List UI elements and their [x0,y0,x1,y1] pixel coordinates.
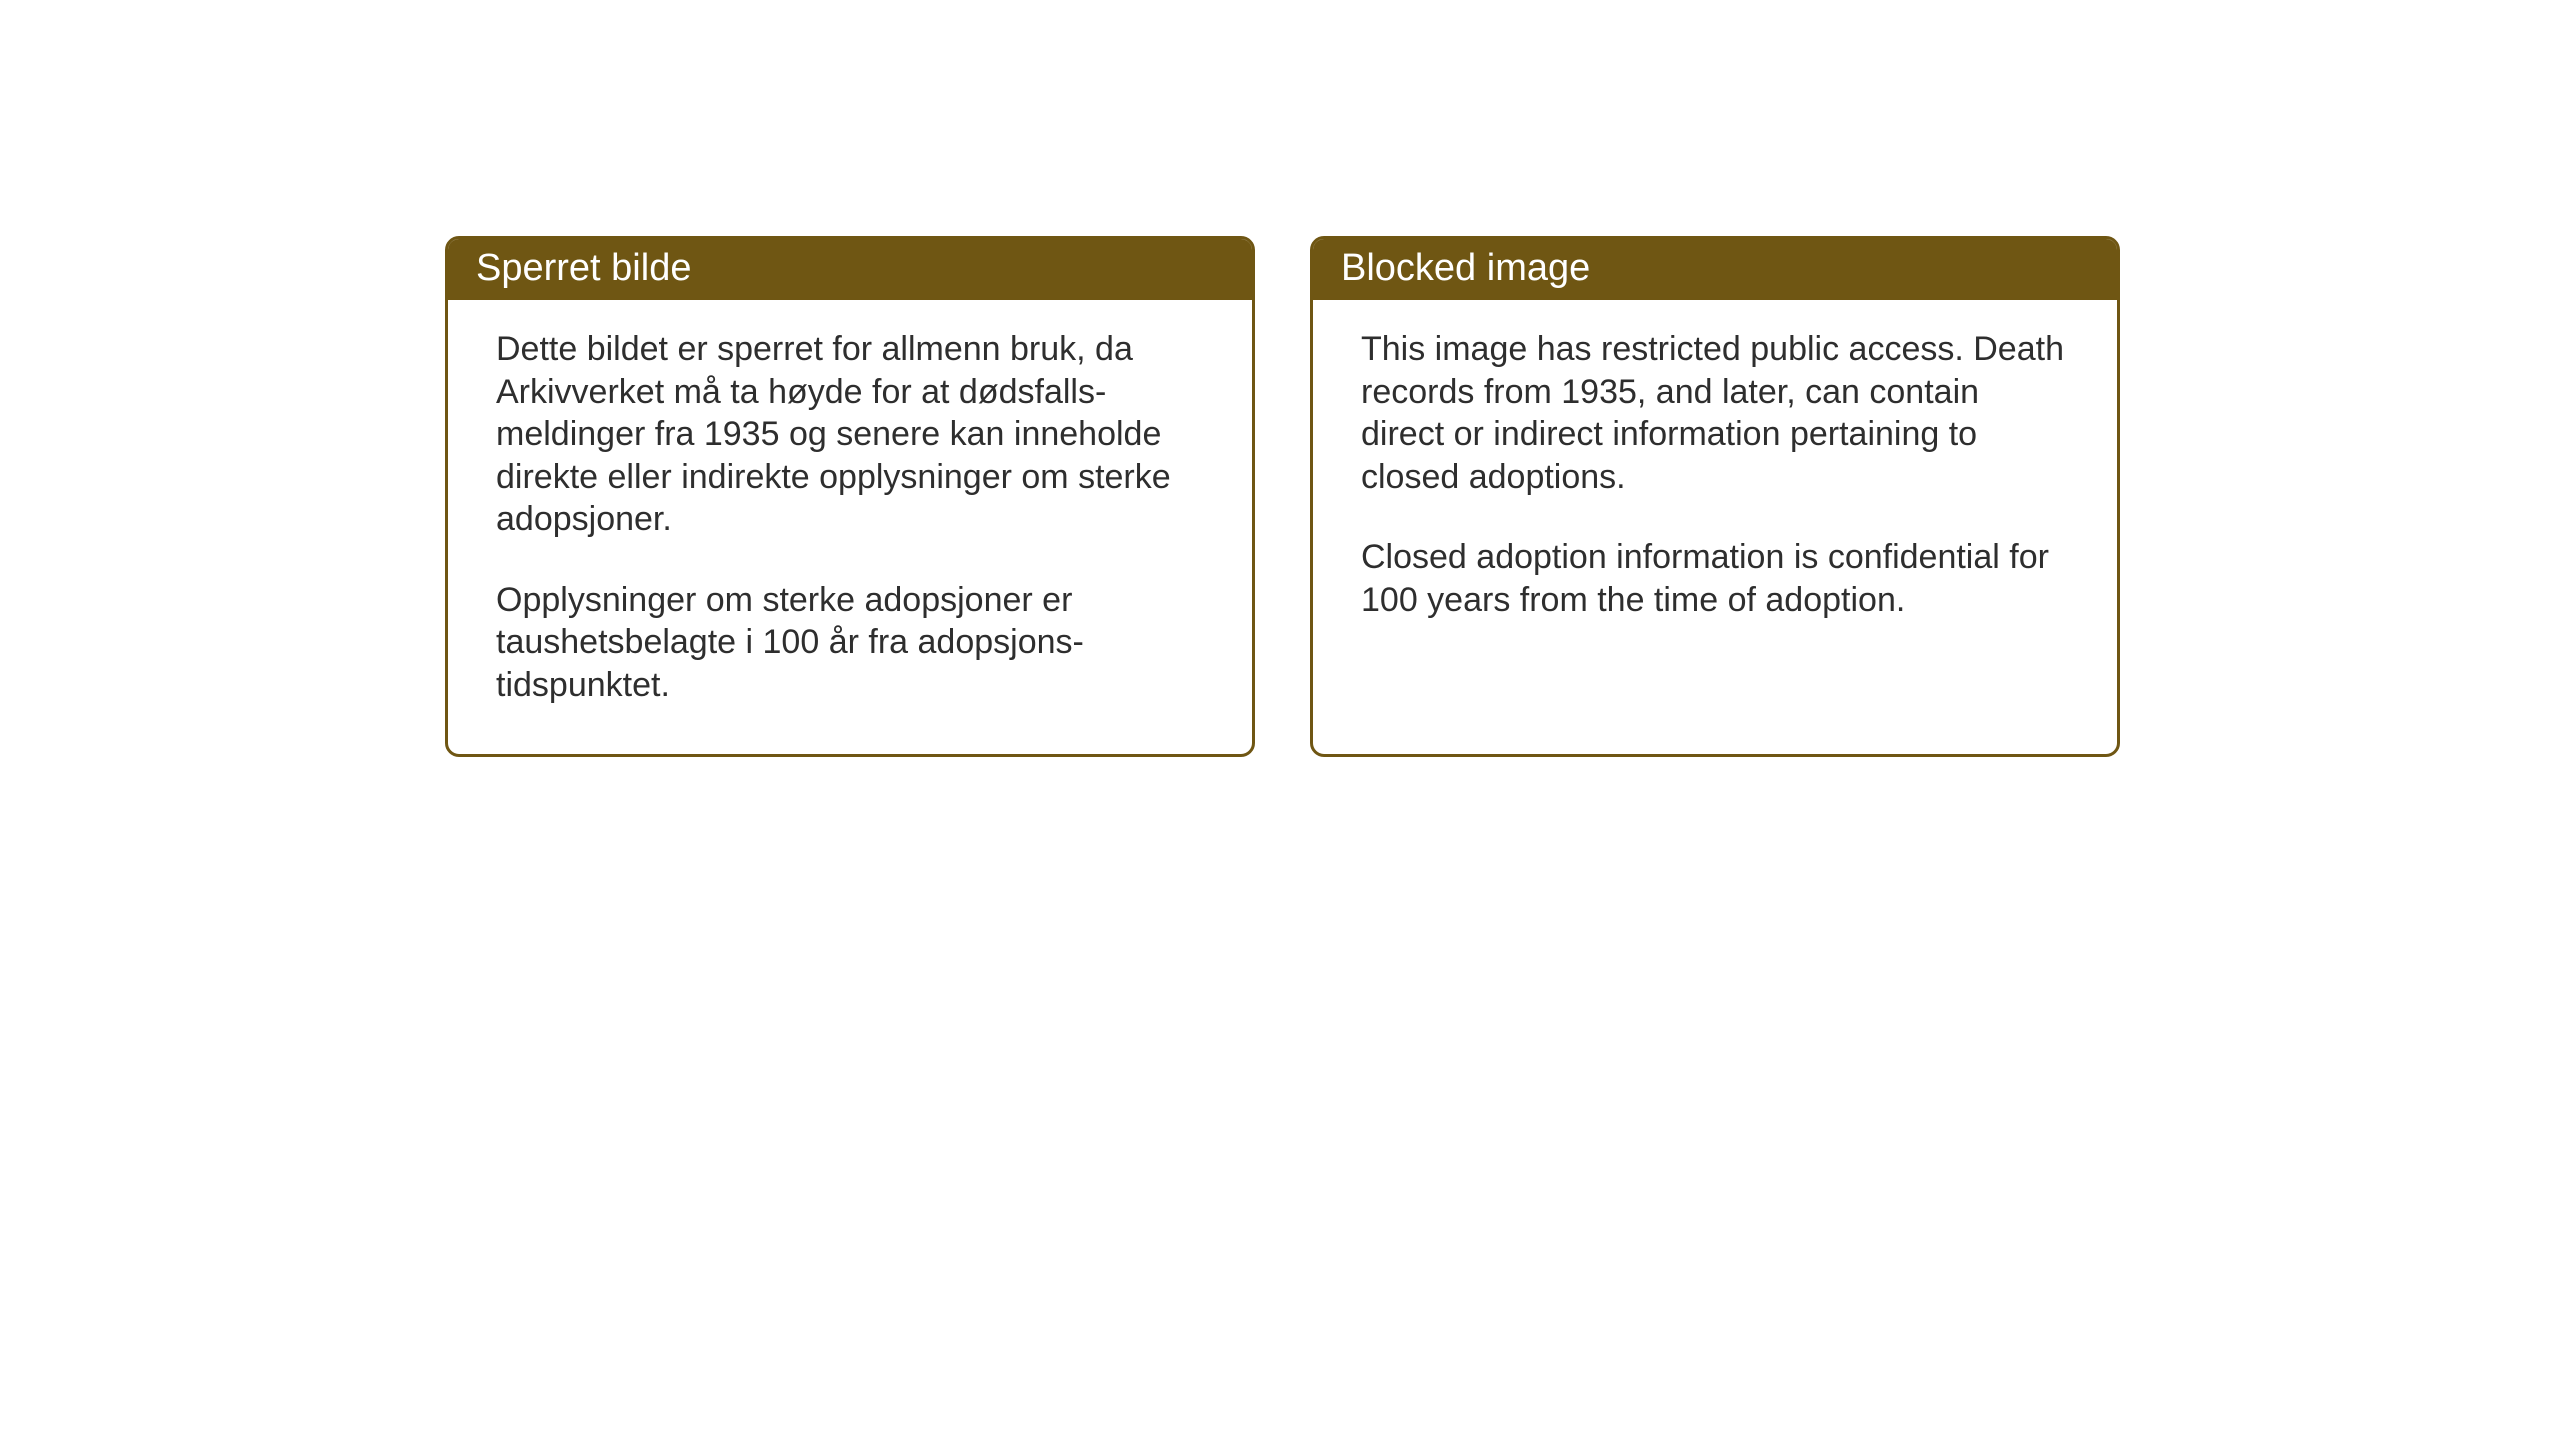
notice-container: Sperret bilde Dette bildet er sperret fo… [445,236,2120,757]
notice-box-english: Blocked image This image has restricted … [1310,236,2120,757]
notice-paragraph-1-norwegian: Dette bildet er sperret for allmenn bruk… [496,328,1204,541]
notice-body-norwegian: Dette bildet er sperret for allmenn bruk… [448,300,1252,754]
notice-paragraph-1-english: This image has restricted public access.… [1361,328,2069,498]
notice-header-english: Blocked image [1313,239,2117,300]
notice-header-norwegian: Sperret bilde [448,239,1252,300]
notice-paragraph-2-english: Closed adoption information is confident… [1361,536,2069,621]
notice-paragraph-2-norwegian: Opplysninger om sterke adopsjoner er tau… [496,579,1204,707]
notice-body-english: This image has restricted public access.… [1313,300,2117,669]
notice-box-norwegian: Sperret bilde Dette bildet er sperret fo… [445,236,1255,757]
